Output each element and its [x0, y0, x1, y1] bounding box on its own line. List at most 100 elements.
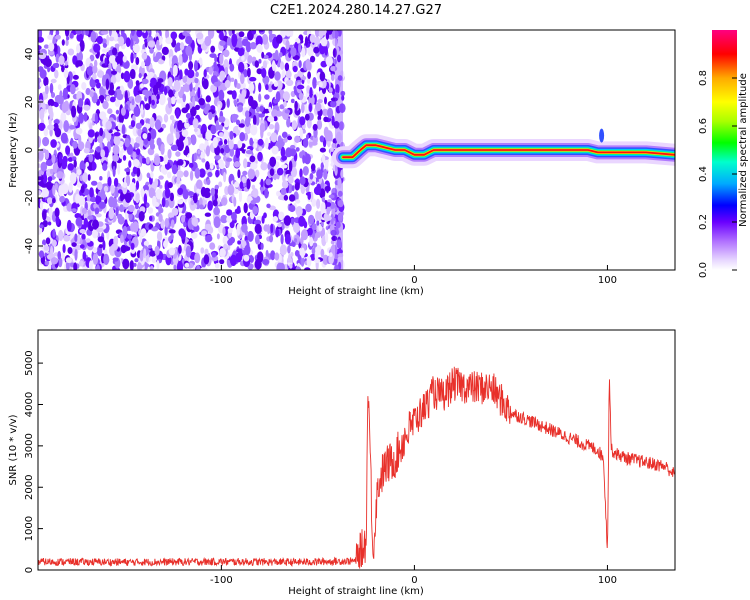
noise-blob: [170, 144, 179, 151]
noise-blob: [38, 163, 41, 169]
noise-blob: [141, 61, 145, 69]
noise-blob: [60, 111, 67, 124]
noise-blob: [161, 123, 167, 129]
noise-blob: [203, 254, 210, 265]
noise-blob: [275, 34, 283, 44]
noise-blob: [98, 201, 106, 209]
noise-blob: [326, 202, 332, 207]
noise-blob: [224, 79, 231, 89]
noise-blob: [123, 70, 131, 83]
noise-blob: [69, 172, 77, 185]
noise-blob: [219, 53, 224, 65]
noise-blob: [127, 204, 135, 212]
noise-blob: [218, 140, 223, 146]
noise-blob: [120, 191, 124, 202]
noise-blob: [97, 181, 103, 191]
noise-blob: [127, 234, 133, 240]
noise-blob: [151, 99, 156, 106]
noise-blob: [226, 215, 233, 223]
noise-blob: [196, 179, 203, 190]
noise-blob: [340, 169, 344, 179]
noise-blob: [299, 37, 304, 43]
noise-blob: [307, 191, 312, 200]
noise-blob: [108, 36, 115, 42]
noise-blob: [141, 78, 149, 85]
noise-blob: [154, 245, 160, 256]
noise-blob: [260, 242, 264, 250]
noise-blob: [94, 112, 98, 125]
noise-blob: [129, 68, 136, 80]
noise-blob: [239, 181, 244, 190]
noise-blob: [166, 133, 174, 145]
noise-blob: [132, 159, 140, 167]
noise-blob: [288, 194, 296, 202]
colorbar-label: Normalized spectral amplitude: [738, 73, 749, 227]
noise-blob: [113, 31, 118, 42]
noise-blob: [190, 106, 197, 117]
noise-blob: [238, 61, 245, 73]
noise-blob: [38, 136, 41, 148]
noise-blob: [337, 54, 341, 63]
noise-blob: [229, 254, 237, 266]
noise-blob: [294, 135, 301, 143]
noise-blob: [189, 81, 193, 92]
noise-blob: [177, 187, 184, 196]
noise-blob: [155, 81, 162, 89]
noise-blob: [288, 267, 295, 270]
noise-blob: [252, 114, 257, 126]
noise-blob: [191, 232, 198, 239]
noise-blob: [55, 30, 60, 36]
noise-blob: [85, 161, 89, 167]
noise-blob: [243, 202, 248, 214]
noise-blob: [222, 235, 229, 245]
noise-blob: [139, 83, 145, 89]
noise-blob: [64, 60, 68, 66]
noise-blob: [66, 219, 72, 232]
noise-blob: [238, 190, 243, 202]
noise-blob: [330, 73, 335, 81]
noise-blob: [305, 58, 311, 70]
noise-blob: [236, 83, 241, 90]
noise-blob: [181, 248, 185, 254]
noise-blob: [230, 77, 235, 83]
noise-blob: [178, 244, 182, 254]
noise-blob: [81, 82, 87, 90]
noise-blob: [75, 217, 83, 227]
noise-blob: [338, 103, 346, 113]
noise-blob: [289, 263, 293, 269]
noise-blob: [164, 217, 169, 228]
noise-blob: [249, 137, 254, 146]
noise-blob: [77, 98, 84, 108]
noise-blob: [321, 196, 326, 203]
noise-blob: [56, 171, 64, 179]
noise-blob: [204, 212, 212, 217]
noise-blob: [40, 161, 48, 172]
noise-blob: [166, 171, 172, 179]
noise-blob: [267, 142, 272, 150]
noise-blob: [60, 132, 68, 144]
noise-blob: [272, 173, 278, 180]
noise-blob: [294, 100, 298, 111]
noise-blob: [102, 43, 107, 48]
noise-blob: [236, 223, 241, 236]
noise-blob: [250, 162, 258, 170]
noise-blob: [61, 39, 65, 46]
noise-blob: [268, 205, 276, 211]
noise-blob: [167, 77, 173, 87]
noise-blob: [313, 46, 320, 54]
noise-blob: [330, 239, 335, 245]
noise-blob: [298, 60, 302, 69]
noise-blob: [283, 137, 288, 143]
noise-blob: [223, 139, 228, 145]
noise-blob: [170, 31, 178, 40]
noise-blob: [168, 89, 174, 98]
noise-blob: [87, 215, 94, 220]
noise-blob: [102, 163, 108, 171]
noise-blob: [249, 42, 257, 50]
noise-blob: [112, 257, 119, 262]
noise-blob: [83, 104, 91, 111]
noise-blob: [290, 217, 295, 225]
noise-blob: [338, 30, 342, 37]
noise-blob: [76, 33, 84, 42]
noise-blob: [340, 90, 346, 97]
